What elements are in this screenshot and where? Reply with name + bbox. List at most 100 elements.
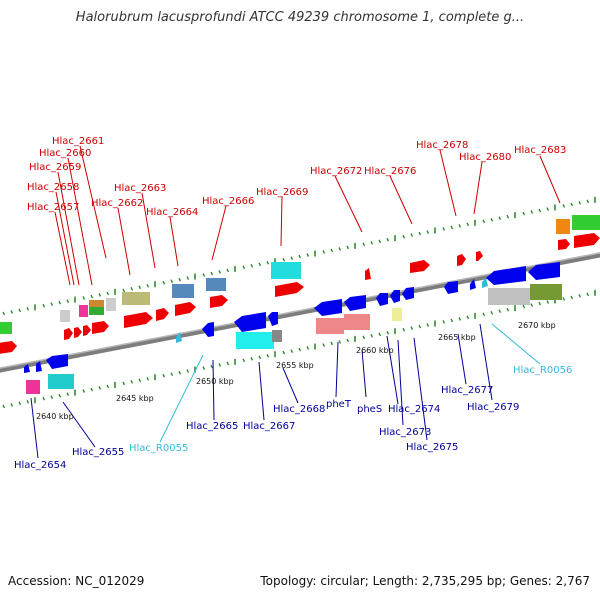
- reverse-feature-gray[interactable]: [272, 330, 282, 342]
- reverse-feature-salmon[interactable]: [316, 318, 344, 334]
- forward-gene-arrow[interactable]: [210, 295, 228, 308]
- forward-gene-arrow[interactable]: [124, 312, 153, 328]
- lower-scale-tick: [82, 389, 86, 393]
- gene-label-hlac-2663[interactable]: Hlac_2663: [114, 183, 166, 194]
- gene-label-hlac-2655[interactable]: Hlac_2655: [72, 447, 124, 458]
- gene-label-hlac-2659[interactable]: Hlac_2659: [29, 162, 81, 173]
- reverse-gene-arrow[interactable]: [46, 354, 68, 369]
- gene-label-hlac-2675[interactable]: Hlac_2675: [406, 442, 458, 453]
- reverse-gene-arrow[interactable]: [24, 364, 30, 373]
- reverse-gene-arrow[interactable]: [470, 279, 476, 290]
- gene-label-hlac-2666[interactable]: Hlac_2666: [202, 196, 254, 207]
- forward-feature-olive[interactable]: [122, 292, 150, 305]
- forward-feature-green[interactable]: [0, 322, 12, 334]
- forward-gene-arrow[interactable]: [83, 325, 91, 336]
- reverse-feature-gray[interactable]: [488, 288, 530, 305]
- forward-leader-lines: [54, 145, 561, 286]
- reverse-gene-arrow[interactable]: [376, 293, 388, 306]
- gene-label-hlac-2664[interactable]: Hlac_2664: [146, 207, 198, 218]
- gene-label-hlac-2667[interactable]: Hlac_2667: [243, 421, 295, 432]
- upper-scale-tick: [378, 239, 382, 244]
- upper-scale-tick: [122, 288, 126, 293]
- gene-label-hlac-2660[interactable]: Hlac_2660: [39, 148, 91, 159]
- forward-gene-arrow[interactable]: [574, 233, 600, 248]
- forward-gene-arrow[interactable]: [457, 254, 466, 266]
- lower-scale-tick: [98, 386, 102, 390]
- upper-scale-tick: [442, 227, 446, 231]
- reverse-gene-arrow[interactable]: [36, 361, 42, 372]
- reverse-gene-arrow[interactable]: [528, 262, 560, 280]
- forward-feature-gray[interactable]: [106, 298, 116, 311]
- forward-feature-steelblue[interactable]: [172, 284, 194, 298]
- gene-label-hlac-2668[interactable]: Hlac_2668: [273, 404, 325, 415]
- gene-label-hlac-r0055[interactable]: Hlac_R0055: [129, 443, 188, 454]
- gene-label-hlac-2657[interactable]: Hlac_2657: [27, 202, 79, 213]
- gene-label-hlac-2679[interactable]: Hlac_2679: [467, 402, 519, 413]
- forward-feature-cyan[interactable]: [271, 262, 301, 279]
- forward-gene-arrow[interactable]: [64, 328, 73, 340]
- lower-scale-tick: [90, 387, 94, 392]
- forward-gene-arrow[interactable]: [156, 308, 169, 321]
- reverse-gene-arrow[interactable]: [234, 312, 266, 332]
- reverse-gene-arrow[interactable]: [344, 295, 366, 311]
- gene-label-hlac-2665[interactable]: Hlac_2665: [186, 421, 238, 432]
- reverse-gene-arrow[interactable]: [202, 322, 214, 337]
- gene-label-hlac-2661[interactable]: Hlac_2661: [52, 136, 104, 147]
- reverse-gene-arrow[interactable]: [402, 287, 414, 300]
- gene-label-hlac-r0056[interactable]: Hlac_R0056: [513, 365, 572, 376]
- kbp-label: 2640 kbp: [36, 412, 74, 421]
- reverse-feature-cyan[interactable]: [48, 374, 74, 389]
- reverse-gene-arrow[interactable]: [268, 312, 278, 326]
- reverse-gene-arrow[interactable]: [444, 281, 458, 294]
- reverse-feature-salmon[interactable]: [344, 314, 370, 330]
- forward-gene-arrow[interactable]: [0, 341, 17, 354]
- gene-label-phes[interactable]: pheS: [357, 404, 382, 415]
- upper-scale-tick: [202, 273, 206, 277]
- gene-label-hlac-2676[interactable]: Hlac_2676: [364, 166, 416, 177]
- gene-label-hlac-2669[interactable]: Hlac_2669: [256, 187, 308, 198]
- gene-label-hlac-2674[interactable]: Hlac_2674: [388, 404, 440, 415]
- upper-scale-tick: [562, 204, 566, 208]
- forward-feature-steelblue[interactable]: [206, 278, 226, 291]
- forward-feature-gray[interactable]: [60, 310, 70, 322]
- gene-label-hlac-2683[interactable]: Hlac_2683: [514, 145, 566, 156]
- forward-gene-arrow[interactable]: [365, 268, 371, 280]
- lower-scale-tick: [546, 300, 550, 304]
- gene-label-hlac-2654[interactable]: Hlac_2654: [14, 460, 66, 471]
- reverse-feature-cyan[interactable]: [236, 332, 274, 349]
- forward-gene-arrow[interactable]: [275, 282, 304, 297]
- rna-feature[interactable]: [176, 332, 182, 343]
- gene-label-hlac-2678[interactable]: Hlac_2678: [416, 140, 468, 151]
- forward-feature-green[interactable]: [572, 215, 600, 230]
- forward-gene-arrow[interactable]: [175, 302, 196, 316]
- forward-feature-pink[interactable]: [79, 305, 88, 317]
- reverse-gene-arrow[interactable]: [486, 266, 526, 285]
- forward-feature-green[interactable]: [89, 307, 104, 315]
- forward-gene-arrow[interactable]: [476, 251, 483, 261]
- gene-label-hlac-2673[interactable]: Hlac_2673: [379, 427, 431, 438]
- gene-label-hlac-2672[interactable]: Hlac_2672: [310, 166, 362, 177]
- forward-gene-arrow[interactable]: [410, 260, 430, 273]
- rna-feature[interactable]: [482, 278, 488, 288]
- reverse-feature-yellow[interactable]: [392, 308, 402, 321]
- forward-gene-arrow[interactable]: [92, 321, 109, 334]
- forward-feature-orange[interactable]: [89, 300, 104, 307]
- forward-feature-orange[interactable]: [556, 219, 570, 234]
- gene-label-hlac-2680[interactable]: Hlac_2680: [459, 152, 511, 163]
- gene-label-hlac-2662[interactable]: Hlac_2662: [91, 198, 143, 209]
- reverse-feature-olive[interactable]: [530, 284, 562, 300]
- forward-gene-arrow[interactable]: [74, 327, 82, 338]
- upper-scale-tick: [498, 216, 502, 221]
- gene-label-hlac-2658[interactable]: Hlac_2658: [27, 182, 79, 193]
- lower-scale-tick: [586, 292, 590, 297]
- reverse-gene-arrow[interactable]: [390, 290, 400, 303]
- gene-label-hlac-2677[interactable]: Hlac_2677: [441, 385, 493, 396]
- upper-scale-tick: [466, 222, 470, 227]
- reverse-gene-arrow[interactable]: [314, 299, 342, 316]
- forward-gene-arrow[interactable]: [558, 239, 570, 250]
- upper-scale-tick: [42, 303, 46, 308]
- reverse-feature-pink[interactable]: [26, 380, 40, 394]
- lower-scale-tick: [130, 380, 134, 384]
- lower-scale-tick: [338, 340, 342, 344]
- gene-label-phet[interactable]: pheT: [326, 399, 352, 410]
